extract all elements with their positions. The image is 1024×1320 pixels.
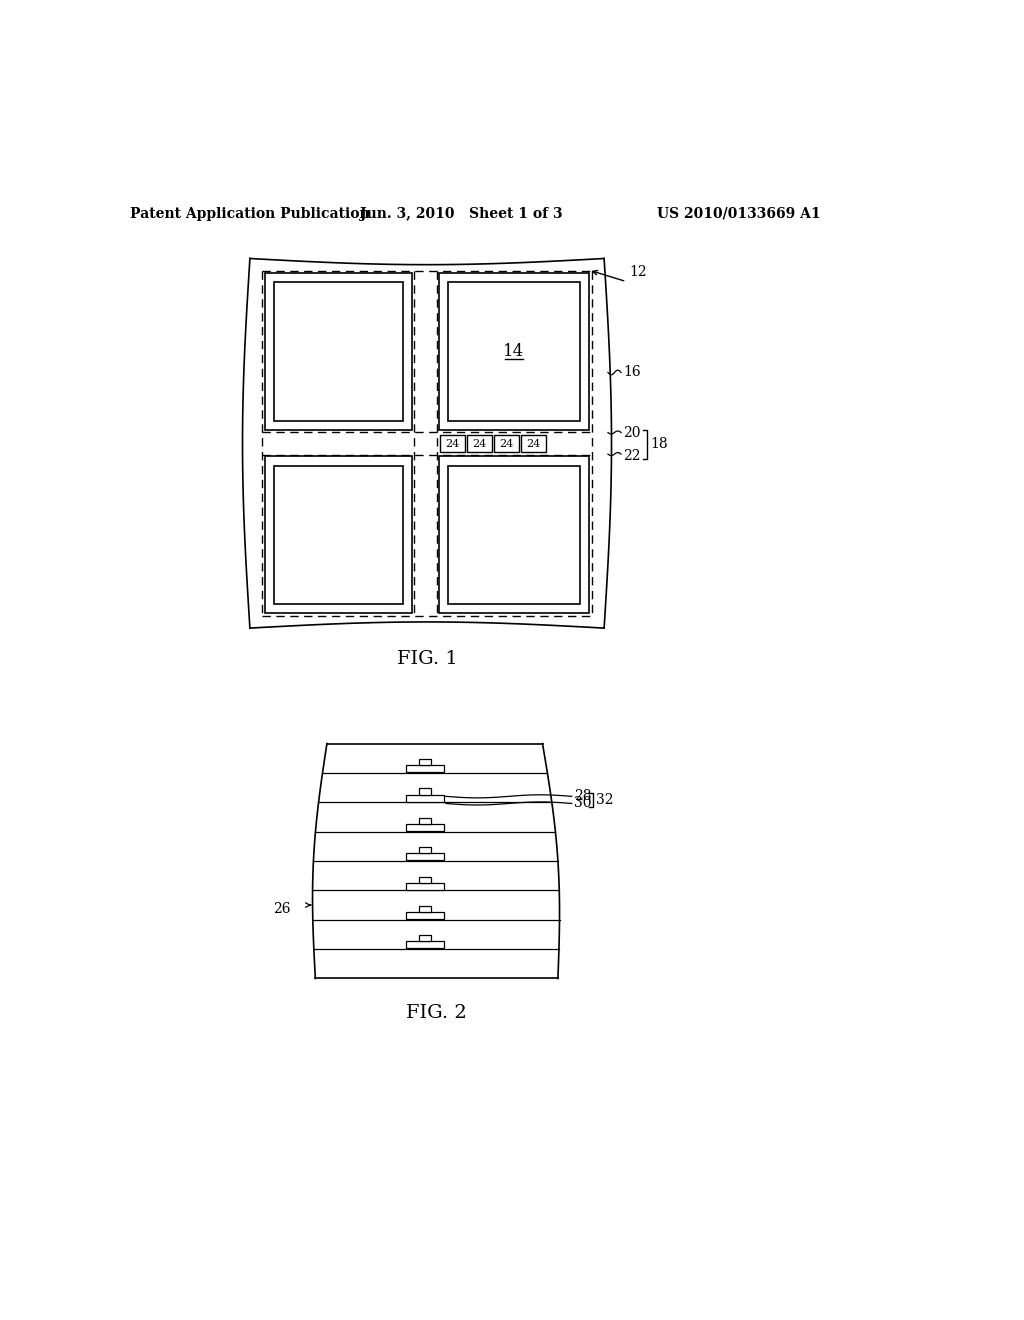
Bar <box>406 766 444 772</box>
Bar <box>406 941 444 948</box>
Bar <box>467 434 492 451</box>
Bar <box>438 457 590 614</box>
Text: FIG. 1: FIG. 1 <box>396 649 458 668</box>
Text: 28: 28 <box>574 789 592 804</box>
Bar <box>419 876 431 883</box>
Text: 32: 32 <box>596 793 613 807</box>
Bar <box>438 273 590 430</box>
Bar <box>406 883 444 890</box>
Text: 24: 24 <box>445 440 460 449</box>
Text: 26: 26 <box>273 902 291 916</box>
Text: 20: 20 <box>624 425 641 440</box>
Bar <box>494 434 518 451</box>
Bar <box>406 853 444 861</box>
Bar <box>406 824 444 830</box>
Bar <box>521 434 546 451</box>
Text: 14: 14 <box>504 343 524 360</box>
Text: Patent Application Publication: Patent Application Publication <box>130 207 370 220</box>
Bar <box>273 466 403 605</box>
Text: 24: 24 <box>526 440 541 449</box>
Text: 24: 24 <box>499 440 513 449</box>
Bar <box>419 759 431 766</box>
Bar <box>419 936 431 941</box>
Text: 12: 12 <box>630 265 647 280</box>
Text: US 2010/0133669 A1: US 2010/0133669 A1 <box>657 207 820 220</box>
Text: 22: 22 <box>624 449 641 463</box>
Bar <box>264 457 413 614</box>
Bar <box>419 906 431 912</box>
Bar <box>406 795 444 801</box>
Bar <box>447 466 581 605</box>
Bar <box>264 273 413 430</box>
Bar <box>440 434 465 451</box>
Text: FIG. 2: FIG. 2 <box>407 1005 467 1022</box>
Bar <box>419 847 431 853</box>
Text: Jun. 3, 2010   Sheet 1 of 3: Jun. 3, 2010 Sheet 1 of 3 <box>360 207 563 220</box>
Text: 24: 24 <box>472 440 486 449</box>
Bar <box>419 788 431 795</box>
Bar <box>406 912 444 919</box>
Bar <box>447 282 581 421</box>
Bar <box>273 282 403 421</box>
Text: 16: 16 <box>624 366 641 379</box>
Text: 30: 30 <box>574 796 592 810</box>
Bar <box>419 818 431 824</box>
Text: 18: 18 <box>650 437 668 451</box>
